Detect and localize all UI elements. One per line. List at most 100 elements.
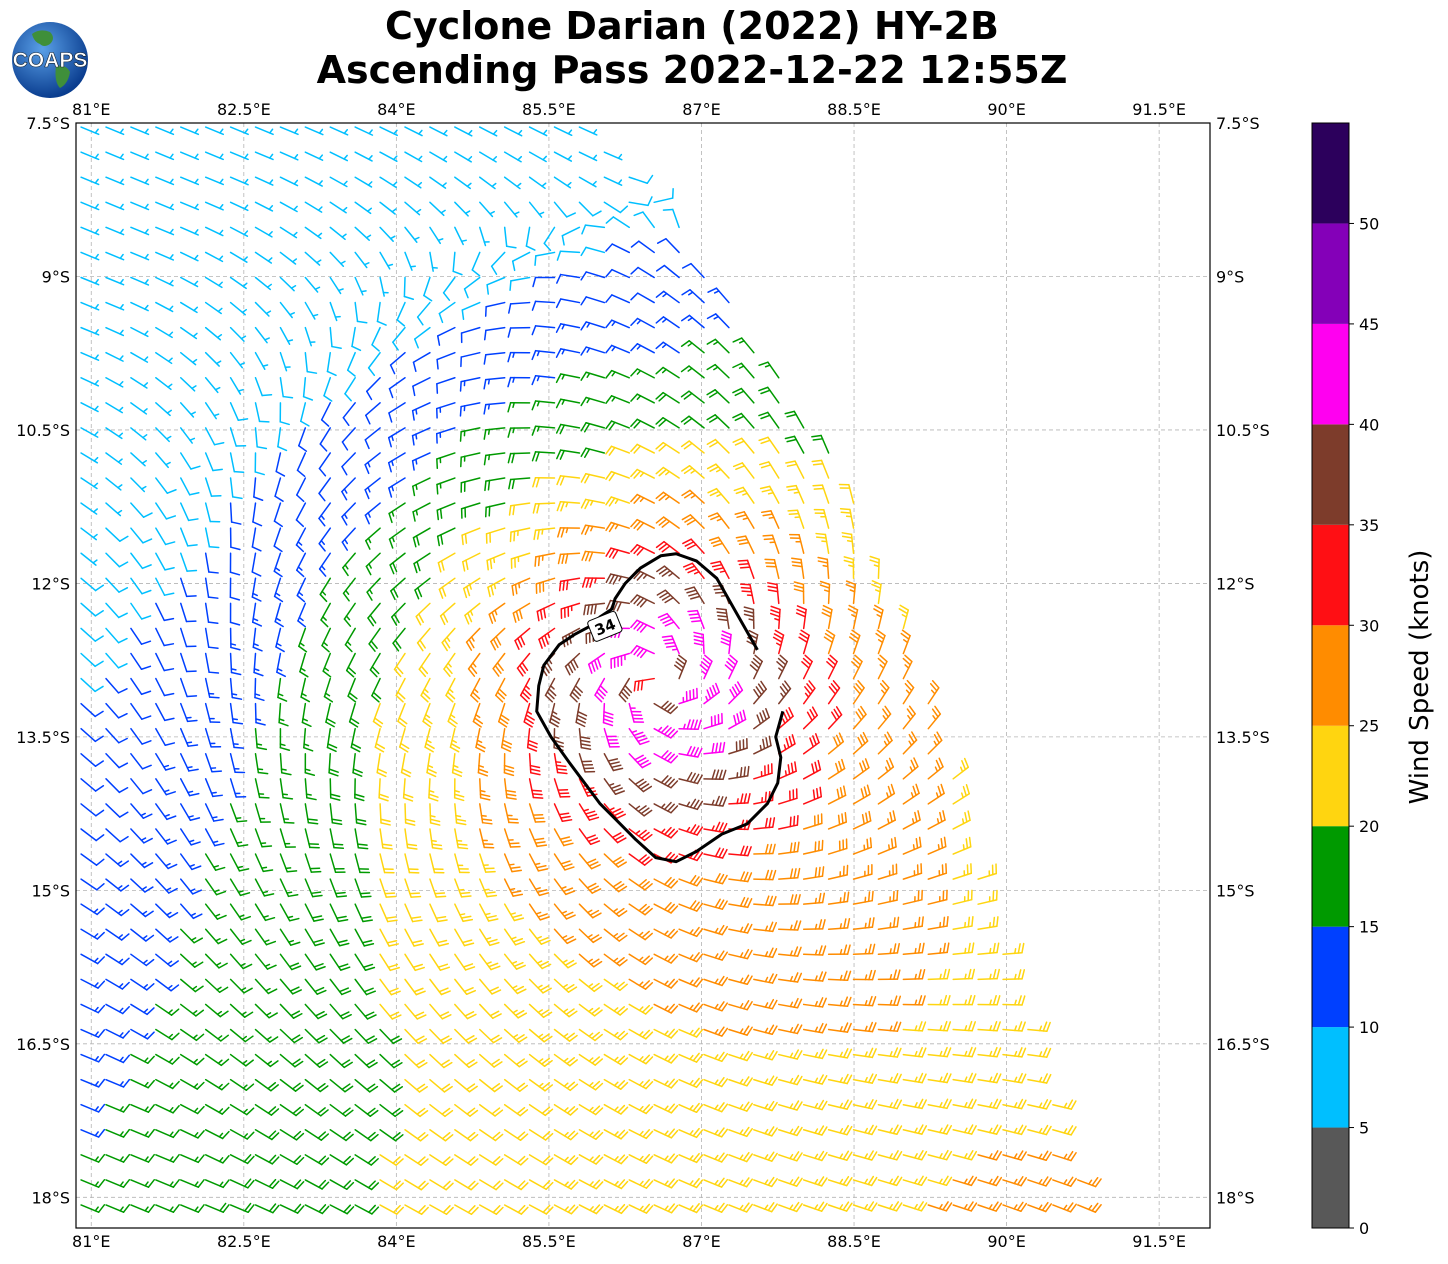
barb-half-feather <box>538 211 545 216</box>
wind-barb <box>605 319 631 329</box>
barb-feather <box>965 838 969 849</box>
barb-half-feather <box>959 766 964 773</box>
wind-barb <box>155 652 175 672</box>
barb-feather <box>801 661 810 669</box>
barb-feather <box>186 719 198 723</box>
barb-feather <box>473 717 484 725</box>
barb-feather <box>931 679 940 689</box>
barb-feather <box>663 702 672 711</box>
barb-feather <box>721 848 728 859</box>
barb-feather <box>946 1021 952 1032</box>
wind-barb <box>80 953 106 965</box>
barb-feather <box>743 923 749 933</box>
barb-feather <box>809 708 816 719</box>
barb-half-feather <box>118 1007 124 1013</box>
barb-feather <box>760 510 772 514</box>
barb-feather <box>605 420 613 430</box>
wind-barb <box>279 953 302 971</box>
barb-shaft <box>354 301 359 323</box>
wind-barb <box>758 386 780 404</box>
barb-feather <box>240 915 251 921</box>
barb-feather <box>164 742 176 746</box>
wind-barb <box>653 1028 679 1039</box>
barb-feather <box>364 1011 375 1017</box>
wind-barb <box>508 301 531 314</box>
wind-barb <box>728 765 750 780</box>
barb-feather <box>455 822 467 826</box>
barb-shaft <box>105 652 120 669</box>
wind-barb <box>80 351 100 361</box>
barb-feather <box>539 985 550 992</box>
barb-feather <box>94 584 105 592</box>
barb-feather <box>593 960 603 968</box>
barb-half-feather <box>442 129 448 135</box>
wind-barb <box>653 775 679 789</box>
barb-half-feather <box>739 977 744 984</box>
barb-feather <box>392 642 400 652</box>
barb-feather <box>774 629 785 636</box>
barb-feather <box>618 934 628 942</box>
wind-barb <box>843 556 855 580</box>
wind-barb <box>812 484 830 504</box>
wind-barb <box>279 402 290 426</box>
barb-half-feather <box>536 425 540 432</box>
barb-feather <box>772 817 776 828</box>
wind-barb <box>105 878 130 892</box>
wind-barb <box>628 778 653 793</box>
wind-barb <box>454 853 470 874</box>
wind-barb <box>633 211 655 229</box>
barb-feather <box>737 538 748 542</box>
barb-half-feather <box>889 1025 893 1032</box>
barb-feather <box>1021 995 1026 1006</box>
barb-feather <box>376 771 387 778</box>
barb-feather <box>815 532 827 536</box>
barb-shaft <box>535 251 556 257</box>
wind-barb <box>827 1022 852 1033</box>
barb-half-feather <box>117 458 123 463</box>
barb-feather <box>793 868 797 879</box>
wind-barb <box>528 978 552 994</box>
wind-barb <box>630 443 655 454</box>
barb-half-feather <box>561 910 567 915</box>
barb-feather <box>743 606 755 611</box>
barb-half-feather <box>488 454 491 461</box>
wind-barb <box>80 377 100 387</box>
barb-feather <box>282 395 294 399</box>
wind-barb <box>341 527 356 551</box>
wind-barb <box>279 326 294 346</box>
wind-barb <box>628 953 654 966</box>
barb-feather <box>378 793 389 798</box>
barb-feather <box>696 902 704 912</box>
barb-half-feather <box>94 253 99 260</box>
barb-feather <box>892 810 896 821</box>
barb-half-feather <box>608 783 615 787</box>
barb-feather <box>338 942 350 947</box>
barb-feather <box>147 1055 155 1064</box>
barb-feather <box>195 1033 205 1042</box>
barb-half-feather <box>299 642 305 647</box>
barb-shaft <box>130 778 144 795</box>
barb-feather <box>896 943 900 954</box>
barb-half-feather <box>415 483 418 491</box>
barb-half-feather <box>298 591 304 596</box>
barb-feather <box>273 570 283 578</box>
wind-barb <box>180 778 200 797</box>
barb-feather <box>418 613 424 623</box>
barb-feather <box>466 1013 477 1020</box>
wind-barb <box>426 753 437 778</box>
wind-barb <box>155 151 175 161</box>
barb-feather <box>760 439 771 445</box>
barb-half-feather <box>119 128 124 134</box>
wind-barb <box>877 757 895 780</box>
wind-barb <box>655 416 680 429</box>
barb-feather <box>683 392 693 400</box>
barb-feather <box>942 968 947 980</box>
barb-half-feather <box>343 154 348 160</box>
wind-barb <box>354 903 373 923</box>
wind-barb <box>1002 995 1026 1006</box>
barb-feather <box>634 754 644 761</box>
barb-feather <box>596 657 602 668</box>
wind-barb <box>454 828 469 850</box>
wind-barb <box>531 425 556 436</box>
wind-barb <box>229 126 249 136</box>
